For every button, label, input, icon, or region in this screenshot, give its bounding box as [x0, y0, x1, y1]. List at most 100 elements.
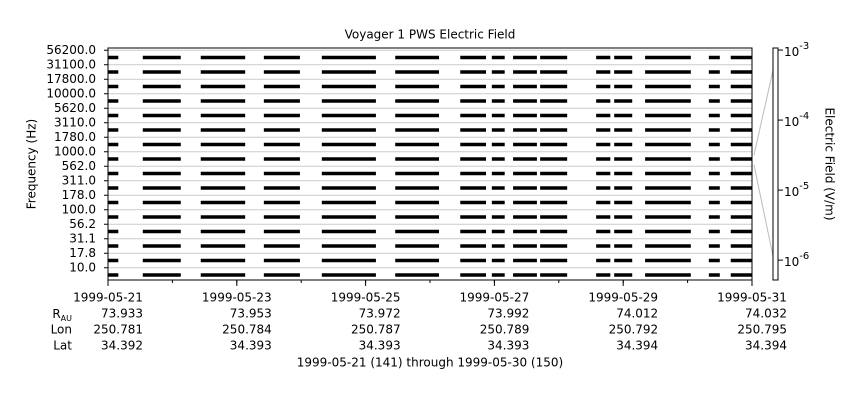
data-stripe	[142, 128, 181, 132]
data-stripe	[491, 200, 505, 205]
data-stripe	[614, 229, 633, 234]
footer: 1999-05-21 (141) through 1999-05-30 (150…	[297, 356, 563, 370]
data-stripe	[596, 113, 611, 118]
data-stripe	[142, 84, 181, 89]
y-tick-label: 17800.0	[46, 72, 96, 86]
data-stripe	[491, 70, 505, 74]
data-stripe	[108, 215, 119, 219]
data-stripe	[263, 55, 300, 60]
data-stripe	[395, 128, 440, 132]
data-stripe	[108, 128, 119, 132]
data-stripe	[645, 142, 691, 147]
data-stripe	[460, 142, 487, 147]
data-stripe	[645, 113, 691, 118]
data-stripe	[491, 157, 505, 161]
data-stripe	[596, 186, 611, 190]
data-stripe	[395, 99, 440, 103]
data-stripe	[645, 200, 691, 205]
y-tick-label: 56200.0	[46, 43, 96, 57]
ephemeris-label: RAU	[52, 307, 72, 323]
data-stripe	[263, 244, 300, 248]
data-stripe	[540, 171, 568, 176]
ephemeris-value: 73.953	[230, 307, 272, 321]
data-stripe	[614, 171, 633, 176]
data-stripe	[540, 84, 568, 89]
data-stripe	[730, 200, 752, 205]
data-stripe	[321, 55, 376, 60]
data-stripe	[540, 229, 568, 234]
ephemeris-value: 250.787	[351, 323, 401, 337]
data-stripe	[263, 200, 300, 205]
ephemeris-label-sub: AU	[61, 314, 72, 323]
data-stripe	[321, 99, 376, 103]
data-stripe	[108, 200, 119, 205]
data-stripe	[645, 215, 691, 219]
data-stripe	[708, 99, 720, 103]
data-stripe	[395, 215, 440, 219]
data-stripe	[730, 142, 752, 147]
z-tick-base: 10	[784, 185, 799, 199]
x-tick-label: 1999-05-25	[331, 291, 401, 305]
data-stripe	[263, 70, 300, 74]
data-stripe	[513, 55, 537, 60]
y-tick-label: 31100.0	[46, 57, 96, 71]
data-stripe	[200, 171, 246, 176]
data-stripe	[614, 99, 633, 103]
data-stripe	[460, 157, 487, 161]
data-stripe	[263, 157, 300, 161]
data-stripe	[491, 244, 505, 248]
z-tick-exponent: -6	[799, 251, 809, 262]
data-stripe	[614, 157, 633, 161]
z-tick-base: 10	[784, 45, 799, 59]
data-stripe	[460, 229, 487, 234]
data-stripe	[460, 113, 487, 118]
data-stripe	[395, 229, 440, 234]
y-tick-label: 10000.0	[46, 86, 96, 100]
data-stripe	[645, 128, 691, 132]
data-stripe	[513, 70, 537, 74]
data-stripe	[200, 157, 246, 161]
data-stripe	[708, 171, 720, 176]
data-stripe	[321, 70, 376, 74]
ephemeris-value: 34.393	[230, 339, 272, 353]
data-stripe	[730, 128, 752, 132]
data-stripe	[614, 258, 633, 263]
data-stripe	[108, 157, 119, 161]
ephemeris-value: 250.781	[93, 323, 143, 337]
data-stripe	[263, 215, 300, 219]
data-stripe	[460, 200, 487, 205]
data-stripe	[460, 128, 487, 132]
data-stripe	[708, 186, 720, 190]
data-stripe	[200, 244, 246, 248]
data-stripe	[395, 157, 440, 161]
data-stripe	[513, 128, 537, 132]
data-stripe	[730, 258, 752, 263]
data-stripe	[108, 244, 119, 248]
data-stripe	[730, 273, 752, 277]
data-stripe	[263, 229, 300, 234]
data-stripe	[614, 84, 633, 89]
data-stripe	[614, 70, 633, 74]
ephemeris-value: 34.394	[745, 339, 787, 353]
data-stripe	[321, 157, 376, 161]
data-stripe	[321, 244, 376, 248]
data-stripe	[596, 229, 611, 234]
data-stripe	[395, 84, 440, 89]
data-stripe	[730, 70, 752, 74]
data-stripe	[540, 215, 568, 219]
colorbar	[772, 47, 779, 281]
data-stripe	[395, 244, 440, 248]
data-stripe	[645, 157, 691, 161]
data-stripe	[142, 186, 181, 190]
data-stripe	[645, 55, 691, 60]
data-stripe	[708, 244, 720, 248]
data-stripe	[108, 258, 119, 263]
data-stripe	[142, 244, 181, 248]
data-stripe	[321, 186, 376, 190]
data-stripe	[730, 186, 752, 190]
ephemeris-value: 250.784	[222, 323, 272, 337]
data-stripe	[730, 244, 752, 248]
z-axis-label: Electric Field (V/m)	[823, 107, 837, 220]
data-stripe	[491, 258, 505, 263]
